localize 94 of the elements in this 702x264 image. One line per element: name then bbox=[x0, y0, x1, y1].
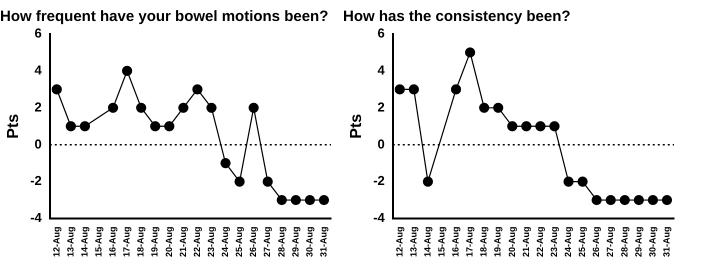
x-tick-label: 27-Aug bbox=[605, 226, 616, 258]
point bbox=[422, 176, 434, 187]
y-tick-label: 4 bbox=[34, 62, 43, 78]
y-tick-label: 2 bbox=[378, 99, 385, 114]
point bbox=[634, 194, 644, 206]
point bbox=[493, 102, 504, 113]
x-tick-label: 21-Aug bbox=[178, 226, 188, 258]
point bbox=[606, 194, 616, 206]
point bbox=[276, 194, 287, 206]
point bbox=[262, 176, 273, 187]
x-tick-label: 29-Aug bbox=[290, 226, 300, 258]
y-tick-label: 0 bbox=[378, 136, 385, 152]
x-tick-label: 24-Aug bbox=[563, 226, 574, 258]
x-tick-label: 26-Aug bbox=[248, 226, 258, 258]
x-tick-label: 15-Aug bbox=[436, 226, 446, 258]
point bbox=[592, 194, 602, 206]
x-tick-label: 22-Aug bbox=[534, 226, 545, 258]
x-tick-label: 12-Aug bbox=[394, 226, 404, 258]
x-tick-label: 25-Aug bbox=[234, 226, 244, 258]
point bbox=[507, 121, 518, 132]
point bbox=[220, 158, 231, 168]
point bbox=[164, 121, 174, 132]
point bbox=[136, 102, 146, 113]
chart-title: How frequent have your bowel motions been? bbox=[0, 8, 328, 26]
point bbox=[465, 47, 476, 58]
x-tick-label: 13-Aug bbox=[65, 226, 76, 258]
chart-title: How has the consistency been? bbox=[343, 8, 571, 26]
y-axis-title: Pts bbox=[348, 114, 366, 139]
x-tick-label: 29-Aug bbox=[633, 226, 644, 258]
x-tick-label: 28-Aug bbox=[619, 226, 630, 258]
y-tick-label: 2 bbox=[34, 99, 42, 114]
x-tick-label: 16-Aug bbox=[108, 226, 118, 258]
y-tick-label: 6 bbox=[34, 26, 42, 41]
x-tick-label: 14-Aug bbox=[79, 226, 90, 258]
y-tick-label: -2 bbox=[373, 173, 385, 188]
point bbox=[394, 84, 405, 94]
x-tick-label: 30-Aug bbox=[647, 226, 658, 258]
point bbox=[577, 176, 588, 187]
point bbox=[122, 66, 132, 76]
point bbox=[178, 102, 188, 113]
point bbox=[52, 84, 62, 94]
x-tick-label: 18-Aug bbox=[136, 226, 146, 258]
point bbox=[290, 194, 301, 206]
x-tick-label: 20-Aug bbox=[164, 226, 174, 258]
x-tick-label: 19-Aug bbox=[492, 226, 503, 258]
point bbox=[108, 102, 118, 113]
point bbox=[479, 102, 490, 113]
x-tick-label: 17-Aug bbox=[122, 226, 132, 258]
point bbox=[620, 194, 630, 206]
point bbox=[248, 102, 259, 113]
point bbox=[563, 176, 574, 187]
x-tick-label: 23-Aug bbox=[548, 226, 559, 258]
point bbox=[150, 121, 160, 132]
y-tick-label: 4 bbox=[378, 62, 386, 78]
point bbox=[549, 121, 560, 132]
x-tick-label: 31-Aug bbox=[661, 226, 672, 258]
point bbox=[192, 84, 203, 94]
point bbox=[521, 121, 532, 132]
point bbox=[206, 102, 217, 113]
x-tick-label: 24-Aug bbox=[220, 226, 230, 258]
y-tick-label: 0 bbox=[34, 136, 42, 152]
y-tick-label: -4 bbox=[373, 210, 386, 226]
point bbox=[648, 194, 658, 206]
x-tick-label: 16-Aug bbox=[450, 226, 461, 258]
x-tick-label: 23-Aug bbox=[206, 226, 216, 258]
x-tick-label: 25-Aug bbox=[577, 226, 588, 258]
point bbox=[80, 121, 90, 132]
point bbox=[304, 194, 316, 206]
x-tick-label: 27-Aug bbox=[262, 226, 272, 258]
x-tick-label: 21-Aug bbox=[520, 226, 531, 258]
x-tick-label: 12-Aug bbox=[51, 226, 62, 258]
x-tick-label: 28-Aug bbox=[276, 226, 286, 258]
point bbox=[408, 84, 419, 94]
point bbox=[318, 194, 330, 206]
x-tick-label: 26-Aug bbox=[591, 226, 602, 258]
y-tick-label: -2 bbox=[30, 173, 42, 188]
x-tick-label: 14-Aug bbox=[422, 226, 432, 258]
x-tick-label: 15-Aug bbox=[93, 226, 104, 258]
y-axis-title: Pts bbox=[5, 114, 22, 139]
x-tick-label: 31-Aug bbox=[318, 226, 328, 258]
point bbox=[234, 176, 245, 187]
point bbox=[662, 194, 672, 206]
x-tick-label: 13-Aug bbox=[408, 226, 418, 258]
x-tick-label: 18-Aug bbox=[478, 226, 489, 258]
y-tick-label: 6 bbox=[378, 26, 385, 41]
x-tick-label: 20-Aug bbox=[506, 226, 517, 258]
y-tick-label: -4 bbox=[30, 210, 43, 226]
point bbox=[535, 121, 546, 132]
x-tick-label: 17-Aug bbox=[464, 226, 475, 258]
x-tick-label: 22-Aug bbox=[192, 226, 202, 258]
point bbox=[66, 121, 76, 132]
x-tick-label: 19-Aug bbox=[150, 226, 160, 258]
point bbox=[450, 84, 462, 94]
x-tick-label: 30-Aug bbox=[304, 226, 314, 258]
